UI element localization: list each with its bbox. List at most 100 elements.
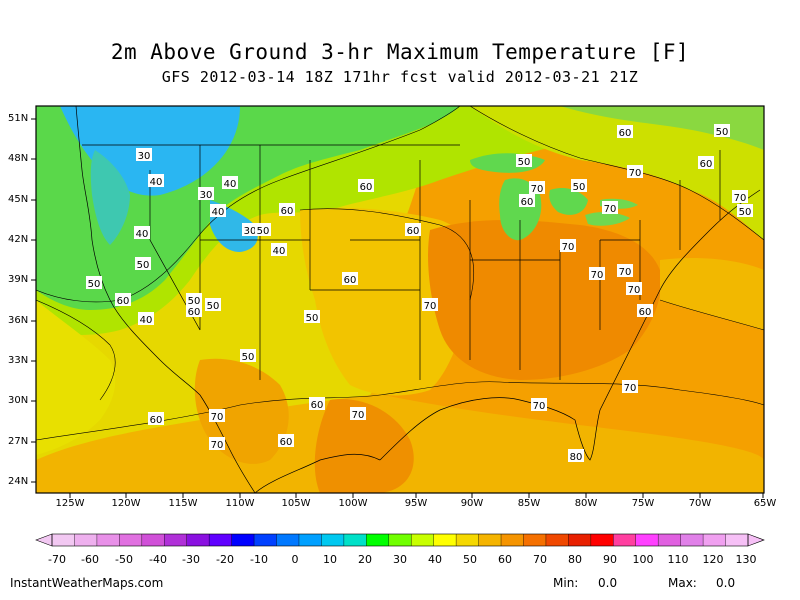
colorbar-label: 90 [603,553,617,566]
contour-label: 70 [628,285,641,296]
lat-label-24n: 24N [8,476,29,487]
contour-label: 70 [211,440,224,451]
lon-label-80w: 80W [574,498,598,509]
min-label: Min: [553,576,579,590]
contour-label: 50 [137,260,150,271]
contour-label: 50 [242,352,255,363]
contour-label: 40 [212,207,225,218]
contour-label: 50 [257,226,270,237]
lat-label-30n: 30N [8,395,29,406]
lon-label-105w: 105W [281,498,311,509]
colorbar-segment [411,534,435,546]
colorbar-label: 70 [533,553,547,566]
contour-label: 50 [716,127,729,138]
contour-label: 40 [140,315,153,326]
map-subtitle: GFS 2012-03-14 18Z 171hr fcst valid 2012… [161,68,639,86]
lat-label-48n: 48N [8,153,29,164]
contour-label: 50 [207,301,220,312]
contour-label: 60 [150,415,163,426]
lon-label-125w: 125W [55,498,85,509]
coastline-and-borders [75,106,761,493]
colorbar-segment [186,534,210,546]
colorbar-segment [52,534,75,546]
colorbar-segment [141,534,165,546]
colorbar-segment [231,534,255,546]
lon-label-75w: 75W [631,498,655,509]
temp-fill-atlantic [660,258,764,330]
colorbar-label: 30 [393,553,407,566]
contour-label: 40 [273,246,286,257]
colorbar-segment [456,534,480,546]
contour-label: 70 [562,242,575,253]
contour-label: 60 [117,296,130,307]
lon-label-70w: 70W [688,498,712,509]
contour-label: 70 [591,270,604,281]
lon-label-95w: 95W [404,498,428,509]
colorbar-segment [164,534,188,546]
contour-label: 70 [352,410,365,421]
contour-label: 70 [604,204,617,215]
temp-fill-texas [314,399,414,493]
colorbar-frame [51,533,749,547]
colorbar-segment [74,534,98,546]
colorbar-label: 40 [428,553,442,566]
temp-fill-lake-erie [585,212,630,226]
colorbar-label: -20 [216,553,234,566]
lat-label-42n: 42N [8,234,29,245]
temp-fill-cascades [90,150,130,245]
contour-label: 70 [424,301,437,312]
lat-label-36n: 36N [8,315,29,326]
colorbar-segment [725,534,749,546]
colorbar-label: 10 [323,553,337,566]
colorbar-segment [276,534,300,546]
temp-fill-lake-huron [549,188,588,215]
contour-label: 40 [136,229,149,240]
temp-fill-pacific [36,300,116,455]
contour-label: 40 [224,179,237,190]
contour-label: 70 [624,383,637,394]
colorbar-segment [568,534,592,546]
colorbar-label: 120 [702,553,724,566]
contour-label-layer: 30 40 30 40 40 40 30 50 60 50 50 50 60 5… [86,124,753,463]
colorbar-segment [254,534,278,546]
contour-label: 60 [344,275,357,286]
lat-label-33n: 33N [8,355,29,366]
contour-label: 70 [533,401,546,412]
colorbar-segment [321,534,345,546]
contour-label: 50 [88,279,101,290]
colorbar-segment [388,534,412,546]
colorbar-segment [501,534,524,546]
colorbar-right-arrow [747,533,765,547]
contour-label: 60 [619,128,632,139]
colorbar-label: -40 [149,553,167,566]
colorbar-label: 130 [735,553,757,566]
colorbar-label: -60 [81,553,99,566]
lon-label-110w: 110W [225,498,255,509]
colorbar-label: 110 [667,553,689,566]
contour-label: 30 [138,151,151,162]
lat-label-45n: 45N [8,194,29,205]
colorbar-segment [635,534,659,546]
colorbar-label: -70 [48,553,66,566]
contour-label: 60 [521,197,534,208]
max-label: Max: [668,576,697,590]
colorbar-segment [119,534,143,546]
site-credit: InstantWeatherMaps.com [10,576,164,590]
colorbar-label: 50 [463,553,477,566]
contour-label: 30 [200,190,213,201]
contour-label: 80 [570,452,583,463]
colorbar-segment [658,534,682,546]
contour-label: 60 [360,182,373,193]
colorbar-segment [523,534,547,546]
colorbar-segment [209,534,233,546]
colorbar-segment [366,534,390,546]
colorbar-segment [96,534,120,546]
contour-label: 70 [211,412,224,423]
temp-fill-northeast [470,106,764,240]
colorbar-label: 100 [632,553,654,566]
contour-label: 30 [244,226,257,237]
colorbar-segment [433,534,457,546]
contour-label: 60 [280,437,293,448]
contour-label: 60 [639,307,652,318]
